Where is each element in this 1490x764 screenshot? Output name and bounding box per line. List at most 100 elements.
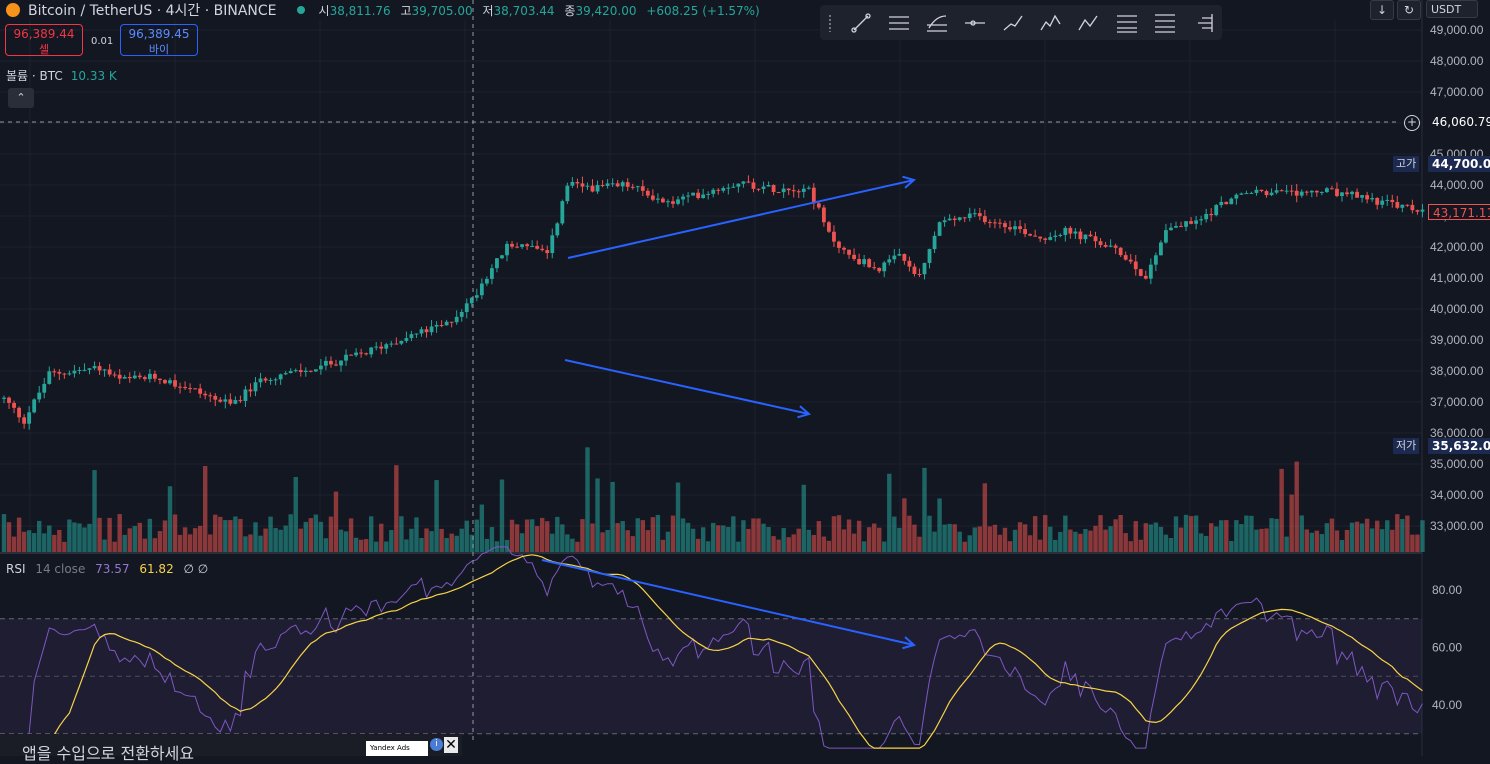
candle-body (1008, 227, 1012, 230)
volume-bar (273, 528, 278, 552)
price-tick-label: 42,000.00 (1430, 240, 1484, 254)
volume-bar (882, 541, 887, 552)
volume-bar (665, 531, 671, 552)
candle-body (1415, 210, 1420, 212)
candle-body (27, 412, 32, 424)
abcd-pattern-tool[interactable] (1070, 9, 1108, 37)
fib-channel-tool[interactable] (1146, 9, 1184, 37)
volume-bar (1269, 518, 1274, 552)
sell-button[interactable]: 96,389.44 셀 (5, 24, 83, 56)
candle-body (203, 393, 208, 396)
candle-body (545, 250, 550, 254)
fib-retracement-tool[interactable] (1108, 9, 1146, 37)
volume-bar (1264, 528, 1269, 552)
candle-body (661, 198, 665, 203)
volume-bar (374, 541, 379, 552)
volume-bar (37, 520, 42, 552)
candle-body (580, 183, 585, 187)
volume-bar (389, 530, 394, 552)
currency-select[interactable]: USDT (1426, 0, 1478, 18)
volume-bar (363, 539, 369, 552)
arrow-down-icon: ↓ (1376, 3, 1388, 17)
refresh-icon: ↻ (1403, 3, 1415, 17)
volume-bar (459, 528, 464, 552)
volume-bar (1143, 523, 1149, 552)
candle-body (414, 333, 419, 335)
price-tick-label: 40,000.00 (1430, 302, 1484, 316)
volume-bar (429, 531, 434, 552)
volume-bar (942, 524, 947, 552)
volume-bar (1163, 534, 1169, 552)
path-tool[interactable] (994, 9, 1032, 37)
volume-bar (1103, 529, 1108, 552)
ad-close-button[interactable]: ✕ (444, 737, 458, 753)
candle-body (711, 189, 716, 194)
volume-bar (444, 538, 449, 552)
volume-bar (1410, 534, 1415, 552)
volume-bar (912, 524, 917, 552)
candle-body (188, 388, 193, 390)
add-alert-button[interactable]: + (1404, 115, 1420, 131)
candle-body (1209, 213, 1214, 216)
candle-body (324, 360, 328, 366)
volume-bar (846, 519, 852, 552)
bitcoin-logo-icon (6, 3, 20, 17)
drag-handle[interactable] (828, 13, 832, 32)
regression-trend-icon (927, 14, 947, 32)
candle-body (183, 386, 187, 389)
volume-bar (1093, 525, 1098, 552)
scroll-down-button[interactable]: ↓ (1370, 0, 1394, 20)
rsi-ma-value: 61.82 (139, 562, 174, 576)
volume-bar (414, 517, 419, 552)
trend-line-tool[interactable] (842, 9, 880, 37)
candle-body (1289, 190, 1294, 192)
volume-bar (208, 534, 213, 552)
symbol-legend: Bitcoin / TetherUS · 4시간 · BINANCE 시38,8… (6, 0, 766, 20)
candle-body (1003, 223, 1007, 228)
candle-body (902, 254, 907, 261)
candle-body (142, 377, 147, 380)
candle-body (344, 354, 348, 361)
candle-body (147, 373, 152, 380)
candle-body (590, 185, 595, 192)
low-label: 저가 (1393, 438, 1420, 454)
horizontal-ray-tool[interactable] (956, 9, 994, 37)
xabcd-pattern-tool[interactable] (1032, 9, 1070, 37)
volume-bar (509, 519, 515, 552)
candle-body (550, 235, 555, 254)
parallel-channel-tool[interactable] (880, 9, 918, 37)
candle-body (982, 216, 987, 223)
volume-bar (283, 525, 288, 552)
collapse-legend-button[interactable]: ⌃ (8, 88, 34, 108)
candle-body (882, 262, 887, 272)
candle-body (952, 218, 957, 220)
candle-body (158, 378, 162, 381)
volume-bar (655, 514, 661, 552)
candle-body (942, 220, 947, 223)
volume-bar (1108, 526, 1113, 552)
candle-body (987, 222, 992, 224)
buy-button[interactable]: 96,389.45 바이 (120, 24, 198, 56)
regression-trend-tool[interactable] (918, 9, 956, 37)
symbol-title[interactable]: Bitcoin / TetherUS · 4시간 · BINANCE (28, 3, 277, 19)
candle-body (1259, 189, 1264, 192)
candle-body (595, 185, 600, 192)
spread-value: 0.01 (91, 36, 114, 47)
pitchfork-tool[interactable] (1184, 9, 1222, 37)
candle-body (696, 192, 701, 199)
volume-bar (223, 520, 228, 552)
horizontal-ray-icon (965, 19, 985, 26)
volume-bar (1183, 514, 1189, 552)
candle-body (897, 254, 902, 256)
volume-bar (565, 534, 570, 552)
volume-bar (62, 541, 67, 552)
candle-body (444, 321, 449, 326)
candle-body (87, 368, 92, 370)
rsi-value: 73.57 (95, 562, 130, 576)
candle-body (525, 244, 530, 247)
candle-body (1239, 193, 1244, 195)
info-icon[interactable]: i (430, 738, 443, 751)
refresh-button[interactable]: ↻ (1397, 0, 1421, 20)
